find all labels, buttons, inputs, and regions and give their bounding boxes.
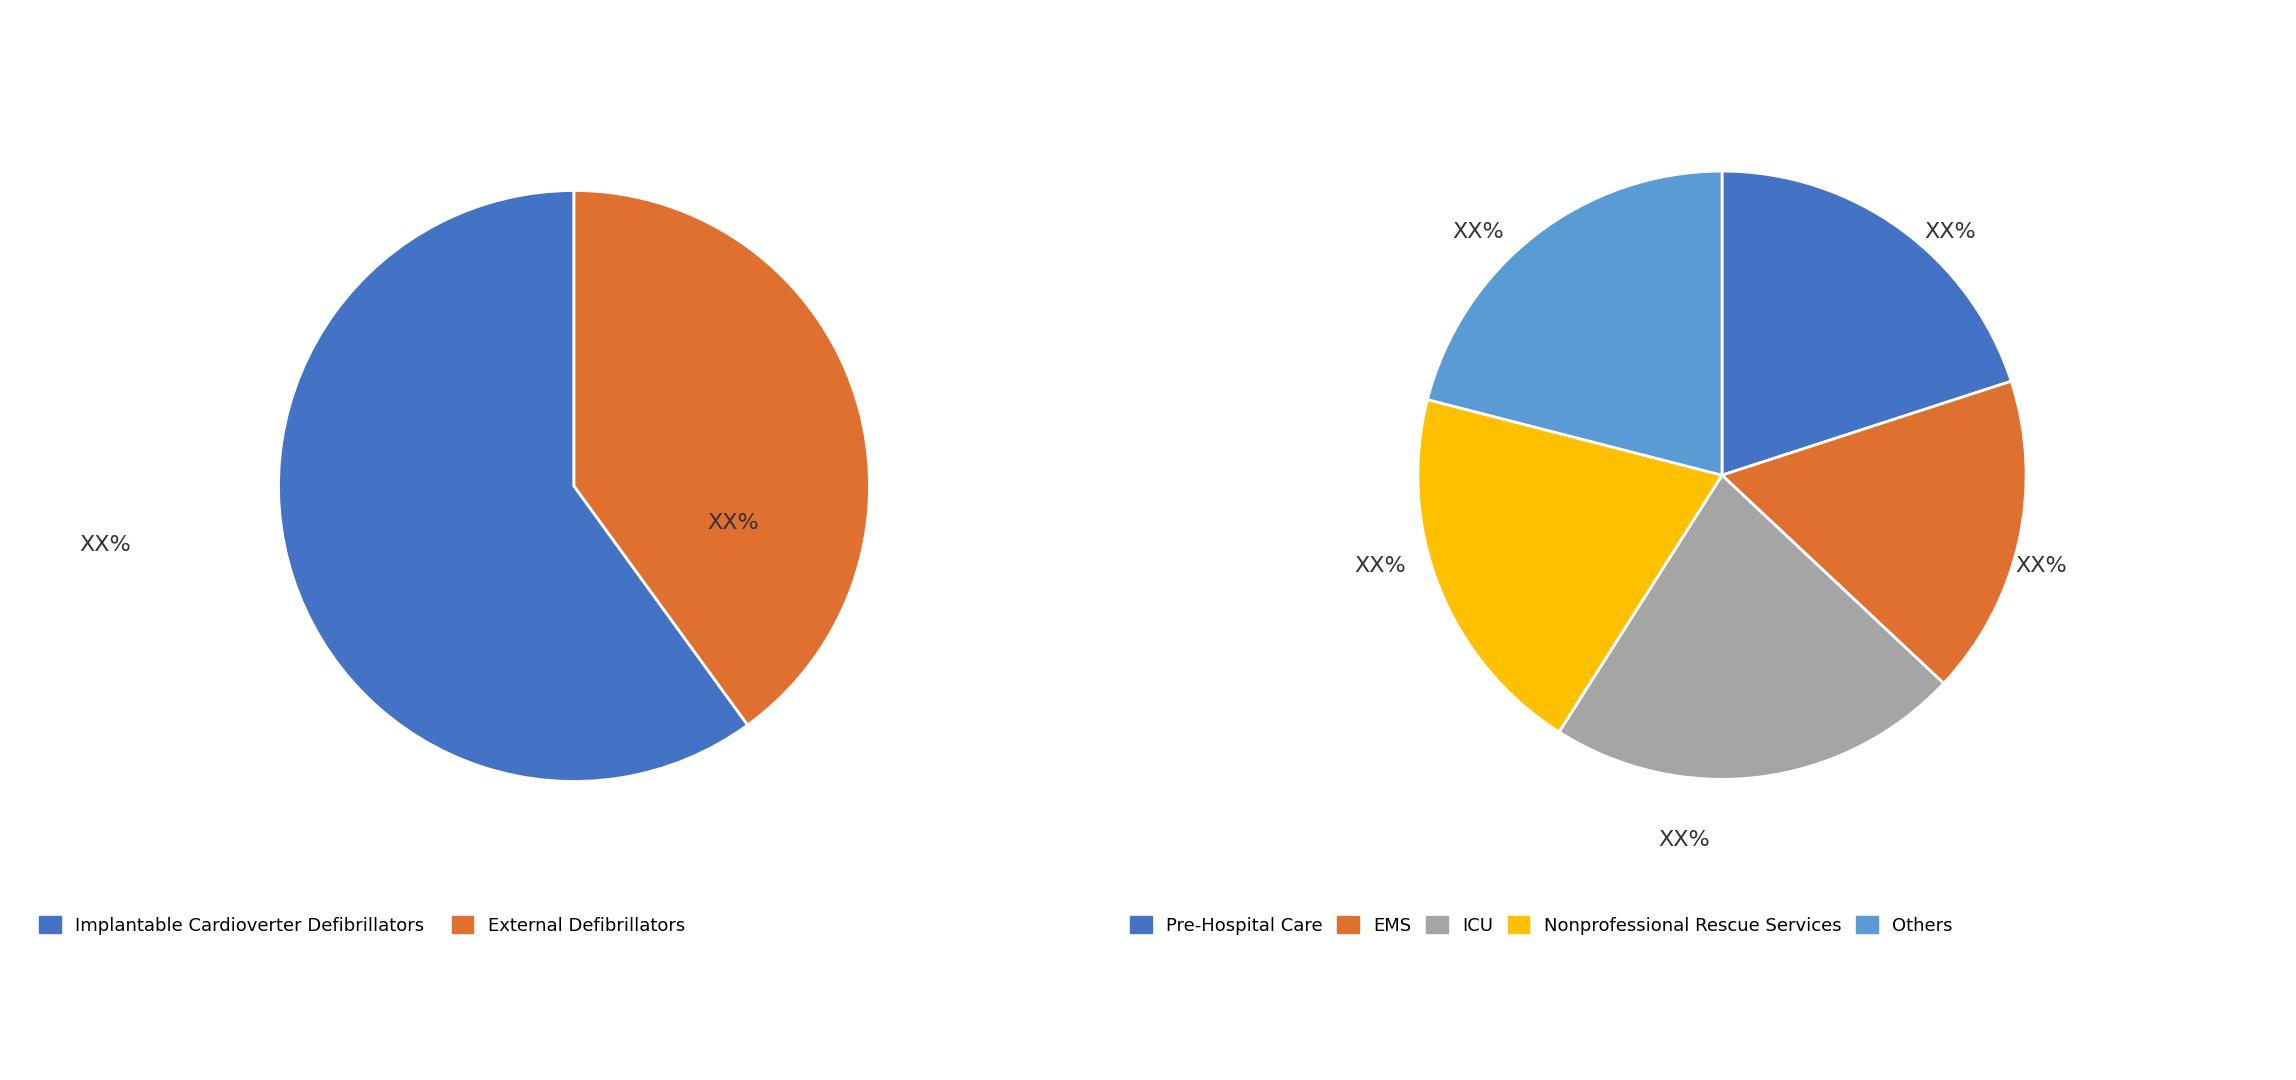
Legend: Pre-Hospital Care, EMS, ICU, Nonprofessional Rescue Services, Others: Pre-Hospital Care, EMS, ICU, Nonprofessi… bbox=[1123, 909, 1961, 942]
Text: XX%: XX% bbox=[1453, 221, 1504, 242]
Legend: Implantable Cardioverter Defibrillators, External Defibrillators: Implantable Cardioverter Defibrillators,… bbox=[32, 909, 691, 942]
Wedge shape bbox=[1722, 171, 2011, 475]
Wedge shape bbox=[1419, 400, 1722, 732]
Text: Source: Theindustrystats Analysis: Source: Theindustrystats Analysis bbox=[28, 1023, 402, 1042]
Wedge shape bbox=[278, 190, 748, 782]
Text: Fig. Global Defibrillator Market Share by Product Types & Application: Fig. Global Defibrillator Market Share b… bbox=[23, 43, 1164, 71]
Wedge shape bbox=[1559, 475, 1945, 780]
Wedge shape bbox=[574, 190, 870, 725]
Text: XX%: XX% bbox=[1658, 831, 1711, 850]
Text: XX%: XX% bbox=[1355, 556, 1405, 577]
Text: XX%: XX% bbox=[78, 535, 131, 555]
Text: XX%: XX% bbox=[1924, 221, 1977, 242]
Text: XX%: XX% bbox=[707, 513, 758, 532]
Text: Email: sales@theindustrystats.com: Email: sales@theindustrystats.com bbox=[955, 1023, 1341, 1042]
Wedge shape bbox=[1722, 381, 2025, 684]
Text: Website: www.theindustrystats.com: Website: www.theindustrystats.com bbox=[1869, 1023, 2268, 1042]
Text: XX%: XX% bbox=[2016, 556, 2066, 577]
Wedge shape bbox=[1428, 171, 1722, 475]
